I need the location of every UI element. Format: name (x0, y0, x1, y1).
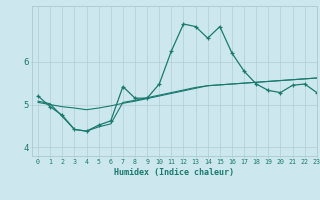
X-axis label: Humidex (Indice chaleur): Humidex (Indice chaleur) (115, 168, 234, 177)
